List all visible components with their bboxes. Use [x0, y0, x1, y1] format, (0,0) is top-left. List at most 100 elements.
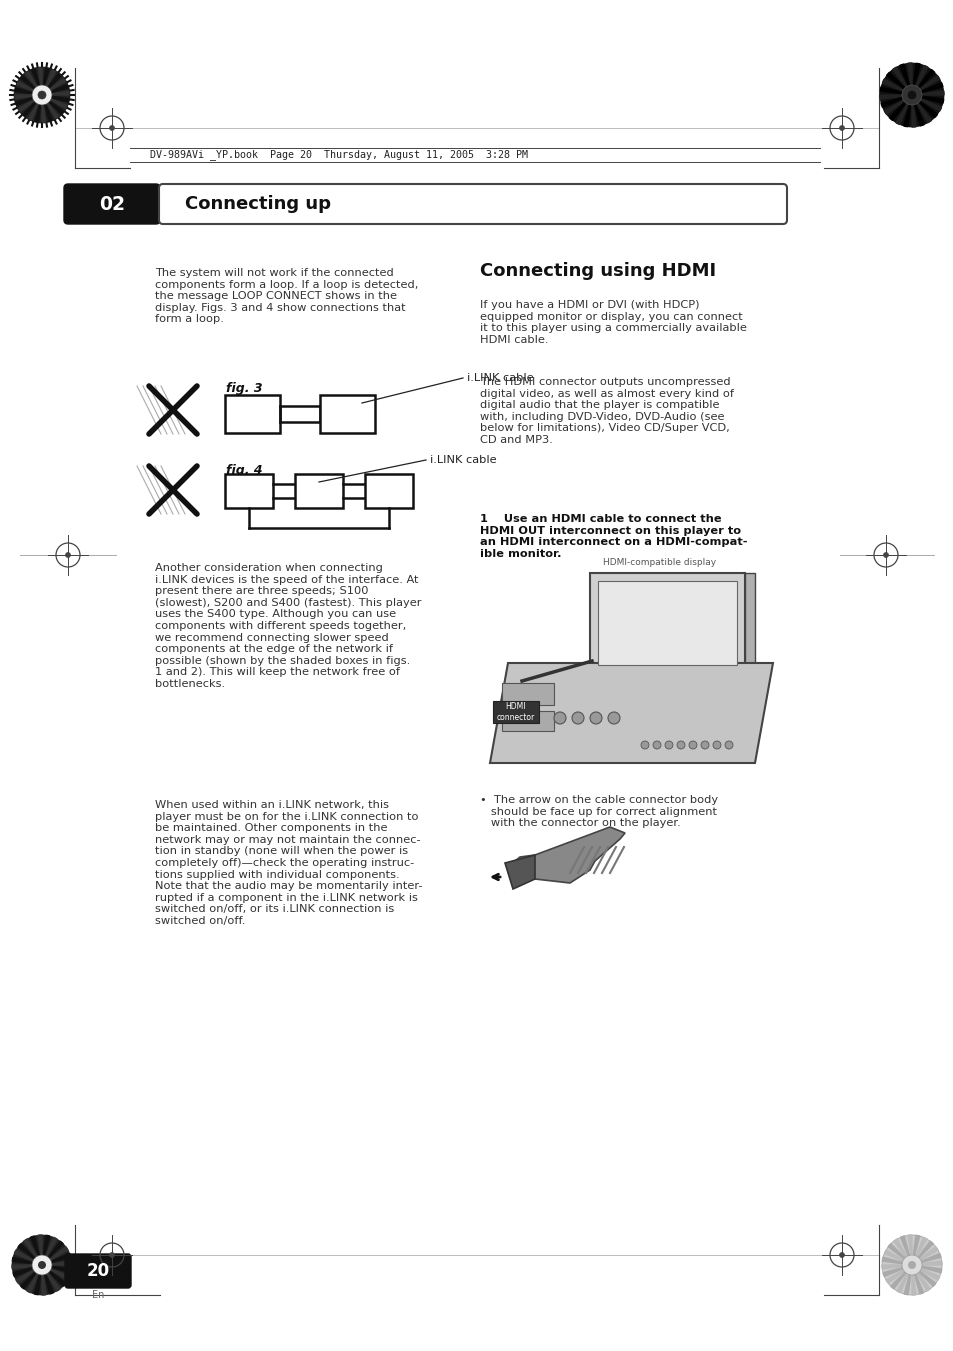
Text: If you have a HDMI or DVI (with HDCP)
equipped monitor or display, you can conne: If you have a HDMI or DVI (with HDCP) eq… [479, 300, 746, 345]
Polygon shape [24, 1239, 42, 1265]
Polygon shape [42, 78, 66, 95]
Circle shape [14, 68, 70, 123]
Polygon shape [911, 1265, 935, 1286]
Polygon shape [911, 1265, 923, 1294]
Polygon shape [882, 1265, 911, 1277]
Bar [493, 701, 538, 723]
Circle shape [640, 740, 648, 748]
Polygon shape [882, 1258, 911, 1265]
Text: i.LINK cable: i.LINK cable [467, 373, 533, 382]
Text: i.LINK cable: i.LINK cable [430, 455, 497, 465]
Polygon shape [510, 827, 624, 884]
Polygon shape [34, 1265, 42, 1294]
Polygon shape [911, 82, 942, 95]
Polygon shape [21, 76, 42, 95]
Circle shape [882, 1235, 941, 1296]
Text: The HDMI connector outputs uncompressed
digital video, as well as almost every k: The HDMI connector outputs uncompressed … [479, 377, 733, 444]
Polygon shape [911, 70, 934, 95]
Polygon shape [911, 1247, 937, 1265]
Polygon shape [895, 95, 911, 124]
Polygon shape [15, 88, 42, 95]
Polygon shape [882, 78, 911, 95]
Bar [365, 474, 413, 508]
Text: •  The arrow on the cable connector body
   should be face up for correct alignm: • The arrow on the cable connector body … [479, 794, 718, 828]
Polygon shape [911, 1265, 939, 1279]
Text: Connecting up: Connecting up [185, 195, 331, 213]
Text: The system will not work if the connected
components form a loop. If a loop is d: The system will not work if the connecte… [154, 267, 418, 324]
Polygon shape [911, 1265, 941, 1273]
Polygon shape [896, 1265, 911, 1293]
Text: fig. 4: fig. 4 [226, 463, 262, 477]
Bar [501, 684, 554, 705]
Polygon shape [888, 95, 911, 120]
Bar [319, 394, 375, 434]
Circle shape [712, 740, 720, 748]
Polygon shape [893, 1239, 911, 1265]
Polygon shape [42, 1265, 46, 1296]
Text: Connecting using HDMI: Connecting using HDMI [479, 262, 716, 280]
Polygon shape [42, 1254, 71, 1265]
Polygon shape [900, 1236, 911, 1265]
Polygon shape [18, 1244, 42, 1265]
Text: fig. 3: fig. 3 [226, 382, 262, 394]
Circle shape [110, 126, 114, 131]
Polygon shape [911, 1260, 941, 1265]
Polygon shape [42, 1247, 68, 1265]
Polygon shape [42, 1242, 63, 1265]
Polygon shape [911, 65, 927, 95]
Text: HDMI
connector: HDMI connector [497, 703, 535, 721]
Polygon shape [16, 95, 42, 105]
Polygon shape [880, 86, 911, 95]
Bar [225, 474, 273, 508]
Polygon shape [911, 1254, 940, 1265]
Polygon shape [911, 76, 939, 95]
Circle shape [110, 1252, 114, 1258]
Polygon shape [42, 95, 67, 108]
Circle shape [907, 1260, 915, 1269]
Polygon shape [911, 91, 943, 95]
Polygon shape [911, 95, 941, 111]
Polygon shape [911, 95, 937, 118]
Polygon shape [504, 855, 535, 889]
Polygon shape [42, 1265, 70, 1279]
Polygon shape [882, 1265, 911, 1269]
Polygon shape [881, 95, 911, 107]
Polygon shape [911, 95, 930, 123]
Polygon shape [903, 1265, 911, 1294]
Polygon shape [42, 69, 49, 95]
Polygon shape [14, 1250, 42, 1265]
Polygon shape [490, 663, 772, 763]
Polygon shape [42, 1238, 57, 1265]
Polygon shape [16, 1265, 42, 1283]
Polygon shape [42, 95, 46, 122]
Polygon shape [911, 1235, 919, 1265]
FancyBboxPatch shape [159, 184, 786, 224]
Polygon shape [27, 1265, 42, 1293]
Bar [659, 673, 675, 684]
Polygon shape [42, 95, 69, 101]
Polygon shape [911, 95, 915, 127]
Polygon shape [899, 63, 911, 95]
Polygon shape [42, 1265, 53, 1294]
Bar [225, 394, 280, 434]
Bar [639, 680, 695, 685]
Polygon shape [29, 95, 42, 120]
Circle shape [572, 712, 583, 724]
Polygon shape [42, 73, 61, 95]
Polygon shape [911, 63, 920, 95]
Circle shape [607, 712, 619, 724]
Polygon shape [42, 1265, 71, 1273]
Circle shape [32, 1255, 52, 1275]
FancyBboxPatch shape [65, 1254, 131, 1288]
Bar [501, 711, 554, 731]
Circle shape [32, 85, 52, 105]
Polygon shape [42, 1265, 66, 1286]
Polygon shape [887, 1244, 911, 1265]
Polygon shape [911, 95, 943, 103]
Circle shape [66, 553, 71, 558]
Polygon shape [879, 95, 911, 99]
Polygon shape [12, 1258, 42, 1265]
Circle shape [652, 740, 660, 748]
Polygon shape [31, 69, 42, 95]
Circle shape [901, 85, 921, 105]
